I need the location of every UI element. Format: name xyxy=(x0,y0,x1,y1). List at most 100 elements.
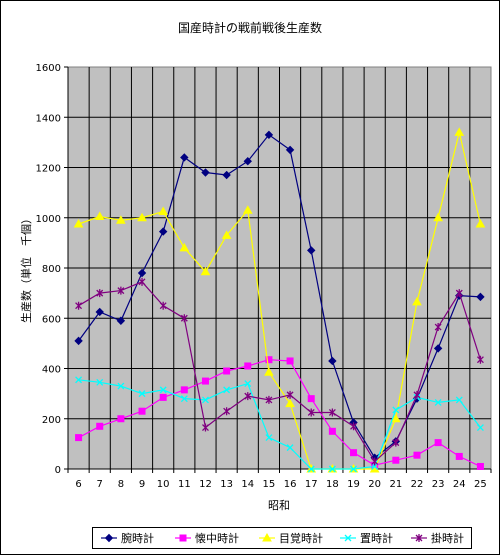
y-tick-label: 1000 xyxy=(36,214,61,225)
data-point xyxy=(392,438,400,447)
data-point xyxy=(222,170,231,180)
legend: 腕時計 懐中時計 目覚時計 置時計 掛時計 xyxy=(92,527,472,549)
data-point xyxy=(328,408,336,417)
data-point xyxy=(244,362,252,370)
legend-swatch-marker xyxy=(104,533,114,543)
data-point xyxy=(476,462,484,470)
data-point xyxy=(265,395,273,404)
data-point xyxy=(243,157,252,166)
data-point xyxy=(454,127,465,136)
data-point xyxy=(200,266,211,276)
data-point xyxy=(244,380,252,388)
data-point xyxy=(455,396,463,404)
data-point xyxy=(371,463,379,470)
x-tick-label: 22 xyxy=(411,479,424,490)
data-point xyxy=(328,356,337,366)
series-2 xyxy=(75,356,484,470)
data-point xyxy=(158,206,169,215)
series-5 xyxy=(75,277,484,466)
data-point xyxy=(413,390,421,399)
data-point xyxy=(73,219,84,228)
x-tick-label: 14 xyxy=(241,479,254,490)
data-point xyxy=(223,386,231,394)
data-point xyxy=(285,145,295,155)
data-point xyxy=(286,444,294,452)
x-tick-label: 20 xyxy=(368,479,381,490)
data-point xyxy=(116,215,126,224)
data-point xyxy=(350,422,357,431)
series-3 xyxy=(73,127,486,473)
data-point xyxy=(95,307,104,317)
x-tick-label: 23 xyxy=(432,479,445,490)
legend-swatch-marker xyxy=(415,534,423,542)
series-line xyxy=(78,132,481,470)
legend-entry: 懐中時計 xyxy=(175,531,239,545)
data-point xyxy=(328,465,336,473)
data-point xyxy=(94,211,105,220)
data-point xyxy=(75,376,83,384)
y-tick-label: 1600 xyxy=(36,63,61,74)
x-tick-label: 11 xyxy=(178,479,191,490)
legend-entry: 腕時計 xyxy=(101,531,154,545)
data-point xyxy=(455,289,463,298)
y-tick-label: 600 xyxy=(42,314,61,325)
data-point xyxy=(117,382,125,390)
data-point xyxy=(158,227,168,236)
legend-label: 置時計 xyxy=(360,531,393,545)
data-point xyxy=(475,219,486,228)
data-point xyxy=(434,439,442,447)
y-tick-label: 800 xyxy=(42,264,61,275)
data-point xyxy=(328,427,336,435)
data-point xyxy=(138,277,146,286)
data-point xyxy=(96,378,104,386)
y-tick-label: 1400 xyxy=(36,113,61,124)
data-point xyxy=(96,422,104,430)
data-point xyxy=(433,212,443,222)
x-tick-label: 21 xyxy=(389,479,402,490)
x-tick-label: 19 xyxy=(347,479,360,490)
data-point xyxy=(223,367,231,375)
data-point xyxy=(244,392,252,401)
data-point xyxy=(75,301,83,310)
data-point xyxy=(265,356,273,364)
x-tick-label: 10 xyxy=(157,479,170,490)
data-point xyxy=(223,407,231,416)
data-point xyxy=(201,168,210,177)
data-point xyxy=(434,398,442,406)
x-axis: 6 7 8 9 10 11 12 13 14 15 16 17 18 19 20 21 22 23 24 25 xyxy=(67,468,492,490)
x-tick-label: 7 xyxy=(97,479,103,490)
data-point xyxy=(159,301,167,310)
data-point xyxy=(285,398,295,408)
data-point xyxy=(117,415,125,423)
data-point xyxy=(307,246,316,255)
legend-swatch-marker xyxy=(344,534,352,542)
data-point xyxy=(476,424,484,432)
data-point xyxy=(179,242,190,252)
data-point xyxy=(390,413,401,423)
data-point xyxy=(412,296,422,306)
series-line xyxy=(78,281,481,463)
data-point xyxy=(307,465,315,473)
chart-title: 国産時計の戦前戦後生産数 xyxy=(178,20,322,35)
data-point xyxy=(433,344,443,353)
data-point xyxy=(75,434,83,442)
data-point xyxy=(413,451,421,459)
series-line xyxy=(78,133,481,459)
data-point xyxy=(180,314,188,323)
data-point xyxy=(264,130,274,140)
data-point xyxy=(434,323,442,332)
data-point xyxy=(265,434,273,442)
data-point xyxy=(180,395,188,403)
legend-swatch-marker xyxy=(262,532,272,542)
y-axis-label: 生産数（単位 千個） xyxy=(19,213,33,323)
y-axis: 0 200 400 600 800 1000 1200 1400 1600 xyxy=(36,63,69,476)
data-point xyxy=(350,465,357,473)
data-point xyxy=(180,153,189,162)
legend-label: 掛時計 xyxy=(431,531,464,545)
legend-entries: 腕時計 懐中時計 目覚時計 置時計 掛時計 xyxy=(101,531,464,545)
legend-entry: 掛時計 xyxy=(411,531,464,545)
data-point xyxy=(137,212,147,222)
x-axis-label: 昭和 xyxy=(268,499,290,512)
y-tick-label: 0 xyxy=(55,465,61,476)
